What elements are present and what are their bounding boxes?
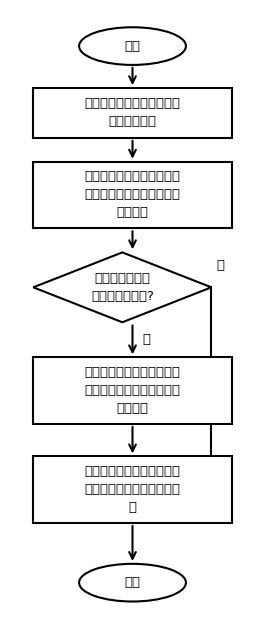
Text: 开始: 开始 (125, 40, 140, 53)
Text: 对去极化电流的谱线进行微
分解谱，得到一次微分谱函
数和谱线: 对去极化电流的谱线进行微 分解谱，得到一次微分谱函 数和谱线 (85, 170, 180, 220)
Bar (33, 88, 232, 138)
Text: 测试获得油纸绝缘设备去极
化电流和谱线: 测试获得油纸绝缘设备去极 化电流和谱线 (85, 97, 180, 128)
Text: 根据微分谱函数峰谷点个数
判断油纸绝缘设备的老化状
况: 根据微分谱函数峰谷点个数 判断油纸绝缘设备的老化状 况 (85, 465, 180, 514)
Polygon shape (33, 253, 211, 322)
Ellipse shape (79, 27, 186, 65)
Bar (33, 357, 232, 424)
Text: 结束: 结束 (125, 576, 140, 589)
Bar (33, 161, 232, 229)
Text: 微分谱的峰谷点
个数是否可识别?: 微分谱的峰谷点 个数是否可识别? (91, 272, 154, 303)
Text: 是: 是 (217, 259, 224, 272)
Ellipse shape (79, 564, 186, 601)
Bar (33, 456, 232, 523)
Text: 对去极化电流谱线进行二次
微分解谱得到二次微分谱函
数和谱线: 对去极化电流谱线进行二次 微分解谱得到二次微分谱函 数和谱线 (85, 366, 180, 415)
Text: 否: 否 (143, 334, 151, 346)
